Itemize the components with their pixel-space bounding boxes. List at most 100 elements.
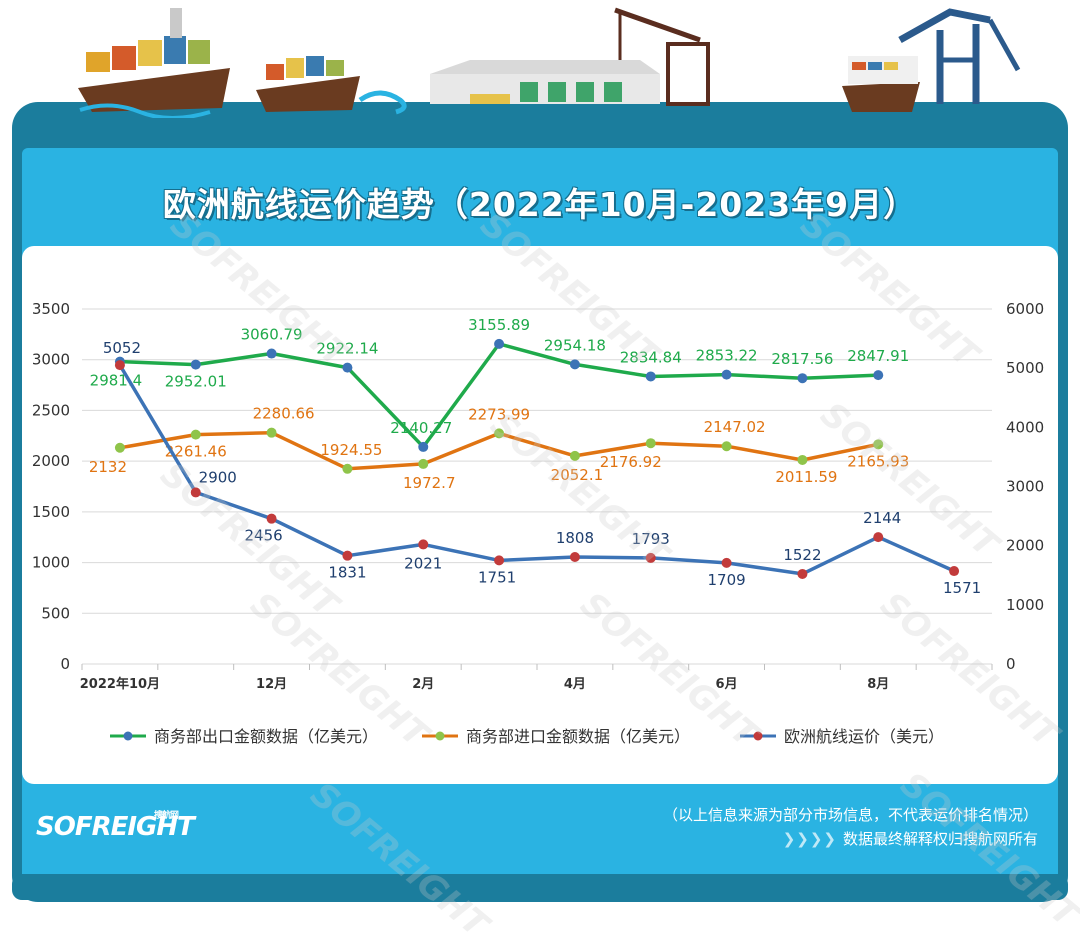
data-point xyxy=(797,373,808,384)
data-point xyxy=(569,359,580,370)
port-illustration xyxy=(78,7,1021,118)
x-tick-label: 2022年10月 xyxy=(80,676,160,692)
y-right-tick-label: 3000 xyxy=(1006,478,1044,496)
y-left-tick-label: 1500 xyxy=(32,503,70,521)
y-left-tick-label: 3000 xyxy=(32,351,70,369)
series-line xyxy=(118,364,955,576)
data-label: 2144 xyxy=(863,509,901,527)
data-label: 1831 xyxy=(328,564,366,582)
data-point xyxy=(114,360,125,371)
legend-swatch-marker xyxy=(753,731,763,741)
data-label: 2176.92 xyxy=(600,453,662,471)
y-right-tick-label: 4000 xyxy=(1006,418,1044,436)
port-crane-right xyxy=(898,8,1021,104)
data-label: 2261.46 xyxy=(165,443,227,461)
y-left-tick-label: 3500 xyxy=(32,300,70,318)
warehouse xyxy=(430,60,660,104)
data-point xyxy=(569,450,580,461)
data-point xyxy=(721,557,732,568)
y-right-tick-label: 2000 xyxy=(1006,537,1044,555)
bottom-decoration xyxy=(12,874,1068,900)
data-point xyxy=(418,539,429,550)
data-point xyxy=(190,429,201,440)
data-point xyxy=(266,427,277,438)
data-label: 1522 xyxy=(783,546,821,564)
source-disclaimer: （以上信息来源为部分市场信息，不代表运价排名情况） xyxy=(662,806,1038,824)
data-label: 2021 xyxy=(404,554,442,572)
cargo-ship-large xyxy=(78,8,230,118)
logo-text: SOFREIGHT xyxy=(36,812,195,842)
x-tick-label: 2月 xyxy=(412,677,434,692)
data-label: 2147.02 xyxy=(704,418,766,436)
data-label: 1751 xyxy=(478,568,516,586)
data-point xyxy=(873,532,884,543)
line-chart: 0 500 1000 1500 2000 2500 3000 3500 0 1000 2000 300… xyxy=(32,300,1044,746)
x-tick-label: 6月 xyxy=(716,677,738,692)
data-point xyxy=(266,513,277,524)
data-label: 3060.79 xyxy=(241,326,303,344)
y-right-tick-label: 1000 xyxy=(1006,596,1044,614)
container-ship-right xyxy=(842,56,920,112)
data-point xyxy=(494,428,505,439)
data-label: 1924.55 xyxy=(320,441,382,459)
data-label: 2165.93 xyxy=(847,452,909,470)
data-point xyxy=(418,458,429,469)
data-label: 2011.59 xyxy=(775,468,837,486)
y-left-tick-label: 2500 xyxy=(32,401,70,419)
data-point xyxy=(569,552,580,563)
y-left-tick-label: 2000 xyxy=(32,452,70,470)
legend-swatch-marker xyxy=(123,731,133,741)
data-label: 3155.89 xyxy=(468,316,530,334)
data-label: 2132 xyxy=(89,458,127,476)
x-tick-label: 12月 xyxy=(256,677,287,692)
y-left-tick-label: 1000 xyxy=(32,554,70,572)
data-point xyxy=(797,454,808,465)
data-point xyxy=(873,439,884,450)
port-crane-left xyxy=(614,7,710,106)
data-label: 1793 xyxy=(632,530,670,548)
data-label: 1571 xyxy=(943,579,981,597)
data-label: 2280.66 xyxy=(253,405,315,423)
data-point xyxy=(645,371,656,382)
data-point xyxy=(342,550,353,561)
legend-label: 商务部出口金额数据（亿美元） xyxy=(154,727,378,746)
legend-label: 商务部进口金额数据（亿美元） xyxy=(466,727,690,746)
data-label: 2456 xyxy=(244,527,282,545)
chart-title: 欧洲航线运价趋势（2022年10月-2023年9月） xyxy=(162,185,918,224)
logo-subtext: 搜航网 xyxy=(154,811,179,821)
legend-swatch-marker xyxy=(435,731,445,741)
data-point xyxy=(949,566,960,577)
data-point xyxy=(266,348,277,359)
y-right-tick-label: 6000 xyxy=(1006,300,1044,318)
data-label: 5052 xyxy=(103,339,141,357)
copyright-note: ❯❯❯❯ 数据最终解释权归搜航网所有 xyxy=(783,828,1038,849)
data-label: 2817.56 xyxy=(771,350,833,368)
y-right-tick-label: 0 xyxy=(1006,655,1016,673)
data-point xyxy=(721,369,732,380)
sofreight-logo: SOFREIGHT 搜航网 xyxy=(36,811,195,842)
data-point xyxy=(190,487,201,498)
x-tick-label: 8月 xyxy=(867,677,889,692)
copyright-text: 数据最终解释权归搜航网所有 xyxy=(842,830,1038,848)
cargo-ship-small xyxy=(256,56,407,115)
legend-label: 欧洲航线运价（美元） xyxy=(784,727,944,746)
data-label: 2140.27 xyxy=(390,419,452,437)
data-label: 1709 xyxy=(707,571,745,589)
y-left-tick-label: 500 xyxy=(41,604,70,622)
data-label: 2834.84 xyxy=(620,348,682,366)
y-right-tick-label: 5000 xyxy=(1006,359,1044,377)
data-label: 2052.1 xyxy=(551,466,604,484)
data-point xyxy=(645,552,656,563)
data-label: 2922.14 xyxy=(316,340,378,358)
data-point xyxy=(342,362,353,373)
data-point xyxy=(418,441,429,452)
y-left-tick-label: 0 xyxy=(60,655,70,673)
chevron-arrows-icon: ❯❯❯❯ xyxy=(782,830,837,848)
x-tick-label: 4月 xyxy=(564,677,586,692)
data-point xyxy=(797,568,808,579)
data-label: 2952.01 xyxy=(165,373,227,391)
data-point xyxy=(873,370,884,381)
data-point xyxy=(114,442,125,453)
data-label: 1808 xyxy=(556,529,594,547)
data-label: 2900 xyxy=(199,468,237,486)
